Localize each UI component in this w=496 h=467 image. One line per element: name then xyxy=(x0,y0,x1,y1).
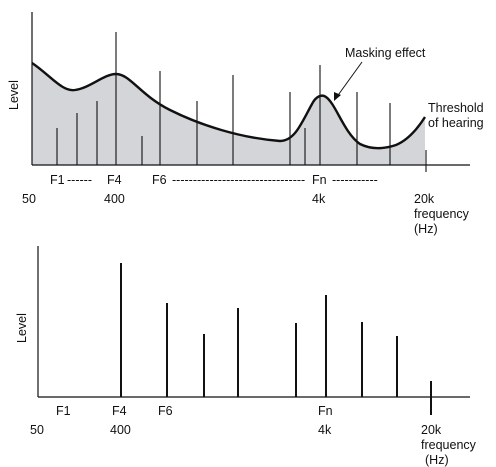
band-dash-1: ------ xyxy=(67,173,92,187)
bottom-tick-label-50: 50 xyxy=(30,423,44,437)
top-panel: Level Masking effect Threshold of hearin… xyxy=(7,12,484,236)
threshold-shaded-area xyxy=(32,63,425,165)
band-label-f6: F6 xyxy=(152,173,167,187)
x-axis-label-line2: (Hz) xyxy=(414,222,438,236)
band-dash-3: ----------- xyxy=(332,173,378,187)
bottom-band-label-f6: F6 xyxy=(158,404,173,418)
bottom-band-label-f4: F4 xyxy=(112,404,127,418)
bottom-x-axis-label-line2: (Hz) xyxy=(425,453,449,467)
top-y-axis-label: Level xyxy=(7,80,21,110)
threshold-curve xyxy=(31,62,427,150)
tick-label-20k: 20k xyxy=(414,192,435,206)
masking-arrow xyxy=(335,61,363,99)
tick-label-400: 400 xyxy=(104,192,125,206)
threshold-label-line2: of hearing xyxy=(428,116,484,130)
bottom-tick-label-4k: 4k xyxy=(318,423,332,437)
x-axis-label-line1: frequency xyxy=(414,207,470,221)
bottom-x-axis-label-line1: frequency xyxy=(421,438,477,452)
top-spectral-lines xyxy=(56,32,427,172)
bottom-panel: Level F1 F4 F6 Fn 50 400 4k 20k frequenc… xyxy=(15,246,477,467)
tick-label-50: 50 xyxy=(22,192,36,206)
bottom-tick-label-400: 400 xyxy=(110,423,131,437)
bottom-band-label-f1: F1 xyxy=(56,404,71,418)
band-label-f1: F1 xyxy=(50,173,65,187)
band-label-fn: Fn xyxy=(312,173,327,187)
masking-effect-label: Masking effect xyxy=(345,46,426,60)
bottom-tick-label-20k: 20k xyxy=(421,423,442,437)
threshold-label-line1: Threshold xyxy=(428,101,484,115)
tick-label-4k: 4k xyxy=(312,192,326,206)
bottom-band-label-fn: Fn xyxy=(318,404,333,418)
bottom-spectral-lines xyxy=(120,263,432,415)
band-label-f4: F4 xyxy=(107,173,122,187)
masking-arrowhead xyxy=(334,92,341,101)
band-dash-2: -------------------------------- xyxy=(172,173,305,187)
bottom-y-axis-label: Level xyxy=(15,313,29,343)
